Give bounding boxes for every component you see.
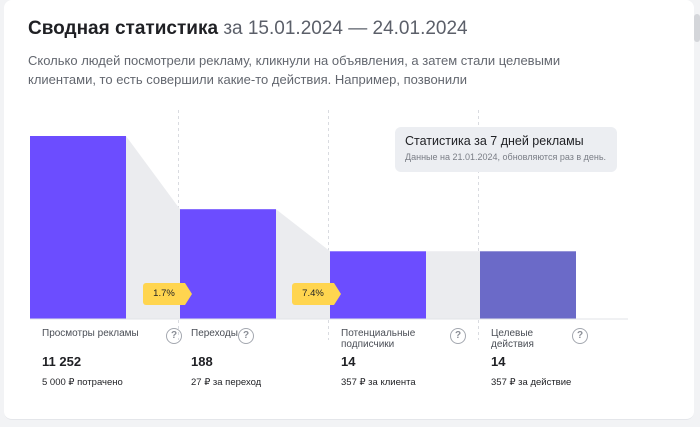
metric-target-actions: Целевые действия ? 14 357 ₽ за действие <box>491 328 588 388</box>
conversion-badge-1: 1.7% <box>143 283 192 305</box>
page-title: Сводная статистика за 15.01.2024 — 24.01… <box>28 18 468 40</box>
metric-value: 11 252 <box>42 354 82 369</box>
tooltip-text: Данные на 21.01.2024, обновляются раз в … <box>405 152 607 162</box>
tooltip-title: Статистика за 7 дней рекламы <box>405 134 584 148</box>
metric-value: 188 <box>191 354 213 369</box>
metric-value: 14 <box>341 354 356 369</box>
conversion-badge-2: 7.4% <box>292 283 341 305</box>
metric-potential-subscribers: Потенциальные подписчики ? 14 357 ₽ за к… <box>341 328 466 388</box>
funnel-bar[interactable] <box>180 209 276 319</box>
funnel-bar[interactable] <box>30 136 126 319</box>
funnel-connector <box>426 251 480 319</box>
metric-label: Переходы <box>191 328 238 339</box>
question-icon[interactable]: ? <box>166 328 182 344</box>
metric-impressions: Просмотры рекламы ? 11 252 5 000 ₽ потра… <box>42 328 182 388</box>
metric-label: Просмотры рекламы <box>42 328 139 339</box>
metric-label: Целевые действия <box>491 328 534 350</box>
page-subtitle: Сколько людей посмотрели рекламу, кликну… <box>28 53 561 87</box>
metric-note: 27 ₽ за переход <box>191 377 262 388</box>
metric-value: 14 <box>491 354 506 369</box>
metric-note: 357 ₽ за клиента <box>341 377 416 388</box>
question-icon[interactable]: ? <box>572 328 588 344</box>
funnel-bar[interactable] <box>480 251 576 319</box>
question-icon[interactable]: ? <box>238 328 254 344</box>
question-icon[interactable]: ? <box>450 328 466 344</box>
metric-clicks: Переходы ? 188 27 ₽ за переход <box>191 328 262 388</box>
funnel-bar[interactable] <box>330 251 426 319</box>
funnel-connector <box>126 136 180 319</box>
scrollbar-thumb[interactable] <box>694 14 700 42</box>
title-period: за 15.01.2024 — 24.01.2024 <box>223 18 468 39</box>
title-text: Сводная статистика <box>28 18 219 39</box>
metric-note: 357 ₽ за действие <box>491 377 572 388</box>
metric-note: 5 000 ₽ потрачено <box>42 377 123 388</box>
metric-label: Потенциальные подписчики <box>341 328 416 350</box>
stats-tooltip: Статистика за 7 дней рекламы Данные на 2… <box>395 127 617 172</box>
